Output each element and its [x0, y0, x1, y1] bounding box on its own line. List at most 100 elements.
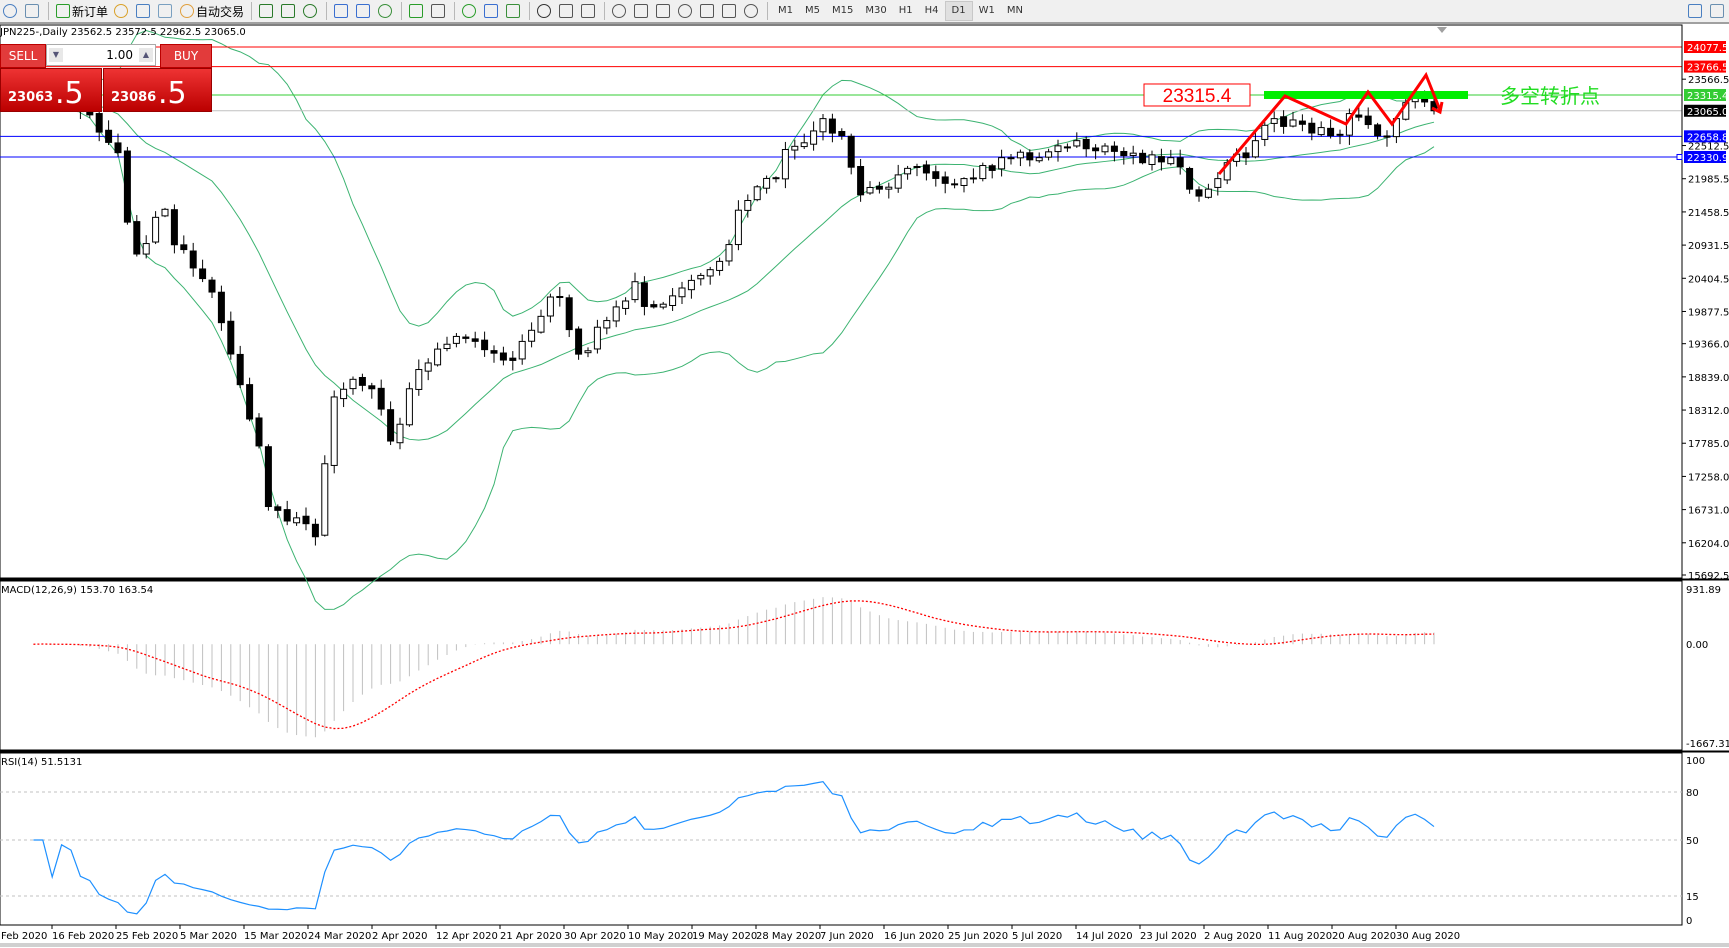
level-price-tag-text: 23766.5 — [1687, 63, 1728, 74]
chart-shift-marker[interactable] — [1437, 27, 1447, 33]
candle — [866, 186, 874, 194]
zoom-in-button[interactable] — [331, 2, 353, 20]
timeframe-w1[interactable]: W1 — [978, 5, 995, 16]
time-tick-label: 25 Feb 2020 — [116, 931, 178, 942]
candle — [302, 515, 310, 525]
macd-tick-label: -1667.31 — [1686, 739, 1729, 750]
time-tick-label: Feb 2020 — [1, 931, 47, 942]
gold-button[interactable] — [111, 2, 133, 20]
toolbar-separator — [604, 2, 606, 20]
indicators-icon — [462, 4, 477, 18]
candle — [612, 306, 620, 322]
search-button[interactable] — [1685, 2, 1707, 20]
candle — [979, 165, 987, 180]
chart-shift-button[interactable] — [428, 2, 450, 20]
rsi-tick-label: 100 — [1686, 756, 1705, 767]
auto-scroll-button[interactable] — [406, 2, 428, 20]
macd-pane[interactable] — [0, 580, 1683, 751]
line-chart-icon — [303, 4, 318, 18]
candle — [1327, 127, 1335, 137]
new-order-label: 新订单 — [72, 4, 109, 19]
buy-price-button[interactable]: 23086 .5 — [103, 68, 212, 112]
lot-size-input[interactable]: 1.00 — [106, 48, 133, 62]
time-tick-label: 11 Aug 2020 — [1268, 931, 1332, 942]
price-tick-label: 23566.5 — [1688, 75, 1729, 86]
candle — [1186, 167, 1194, 190]
candle-chart-button[interactable] — [278, 2, 300, 20]
new-chart-button[interactable] — [0, 2, 22, 20]
bar-chart-button[interactable] — [256, 2, 278, 20]
candle — [1092, 147, 1100, 152]
price-tick-label: 17258.0 — [1688, 472, 1729, 483]
sell-button[interactable]: SELL — [0, 44, 46, 68]
text-label-icon — [722, 4, 737, 18]
timeframe-h4[interactable]: H4 — [924, 5, 939, 16]
new-order-button[interactable]: 新订单 — [53, 2, 111, 20]
candle — [481, 339, 489, 351]
periods-button[interactable] — [481, 2, 503, 20]
fibonacci-fan-button[interactable] — [653, 2, 675, 20]
candle — [1101, 145, 1109, 153]
bollinger-middle-band — [33, 92, 1435, 441]
main-pane[interactable] — [0, 24, 1683, 579]
crosshair-button[interactable] — [556, 2, 578, 20]
price-label-box[interactable] — [1143, 83, 1251, 107]
signal-button[interactable] — [155, 2, 177, 20]
candle — [838, 131, 846, 137]
buy-button[interactable]: BUY — [160, 44, 212, 68]
timeframe-m1[interactable]: M1 — [778, 5, 794, 16]
line-handle[interactable] — [1676, 153, 1683, 160]
candle — [1110, 145, 1118, 152]
zoom-profile-button[interactable] — [22, 2, 44, 20]
text-button[interactable] — [697, 2, 719, 20]
tile-windows-button[interactable] — [375, 2, 397, 20]
text-label-button[interactable] — [719, 2, 741, 20]
cursor-button[interactable] — [534, 2, 556, 20]
timeframe-m5[interactable]: M5 — [805, 5, 821, 16]
timeframe-m15[interactable]: M15 — [832, 5, 854, 16]
chart-window[interactable]: 23315.4 多空转折点 23566.5 22512.5 21985.5 21458.5… — [0, 24, 1729, 948]
time-tick-label: 23 Jul 2020 — [1140, 931, 1197, 942]
candle — [819, 118, 827, 133]
templates-button[interactable] — [503, 2, 525, 20]
candle — [800, 142, 808, 148]
time-tick-label: 24 Mar 2020 — [308, 931, 371, 942]
candle — [697, 274, 705, 280]
sell-price-button[interactable]: 23063 .5 — [0, 68, 102, 112]
line-chart-button[interactable] — [300, 2, 322, 20]
rsi-tick-label: 80 — [1686, 788, 1699, 799]
fibonacci-button[interactable] — [675, 2, 697, 20]
timeframe-m30[interactable]: M30 — [865, 5, 887, 16]
vertical-line-button[interactable] — [578, 2, 600, 20]
candle — [650, 304, 658, 308]
horizontal-line-button[interactable] — [609, 2, 631, 20]
chat-button[interactable] — [1707, 2, 1729, 20]
timeframe-d1[interactable]: D1 — [944, 1, 973, 21]
indicators-button[interactable] — [459, 2, 481, 20]
arrows-button[interactable] — [741, 2, 763, 20]
price-tick-label: 19366.0 — [1688, 340, 1729, 351]
candle — [1374, 124, 1382, 137]
candle — [1280, 116, 1288, 127]
candle-chart-icon — [281, 4, 296, 18]
lot-size-stepper[interactable]: ▼ 1.00 ▲ — [46, 44, 156, 66]
time-tick-label: 21 Apr 2020 — [500, 931, 562, 942]
auto-trading-button[interactable]: 自动交易 — [177, 2, 247, 20]
time-tick-label: 5 Mar 2020 — [180, 931, 237, 942]
candle — [462, 336, 470, 339]
toolbar-separator — [251, 2, 253, 20]
timeframe-mn[interactable]: MN — [1006, 5, 1023, 16]
market-watch-button[interactable] — [133, 2, 155, 20]
new-order-icon — [56, 4, 70, 18]
timeframe-h1[interactable]: H1 — [898, 5, 913, 16]
candle — [217, 291, 225, 324]
rsi-pane[interactable] — [0, 752, 1683, 926]
candle — [706, 269, 714, 277]
zoom-out-button[interactable] — [353, 2, 375, 20]
candle — [114, 142, 122, 154]
candle — [847, 135, 855, 168]
lot-decrease-button[interactable]: ▼ — [49, 48, 63, 62]
zigzag-arrow[interactable] — [1217, 71, 1442, 175]
lot-increase-button[interactable]: ▲ — [139, 48, 153, 62]
trendline-button[interactable] — [631, 2, 653, 20]
